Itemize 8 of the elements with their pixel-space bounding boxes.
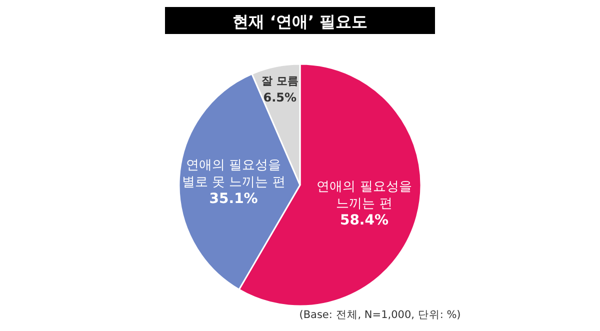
slice-label: 연애의 필요성을 느끼는 편 xyxy=(316,179,412,212)
chart-title: 현재 ‘연애’ 필요도 xyxy=(232,12,368,31)
slice-label: 잘 모름 xyxy=(261,74,298,88)
slice-label: 연애의 필요성을 별로 못 느끼는 편 xyxy=(182,158,286,190)
data-label: 58.4% xyxy=(340,212,389,228)
data-label: 35.1% xyxy=(209,191,258,208)
text: (Base: 전체, N=1,000, 단위: %) xyxy=(299,309,461,321)
data-label: 6.5% xyxy=(263,90,297,104)
